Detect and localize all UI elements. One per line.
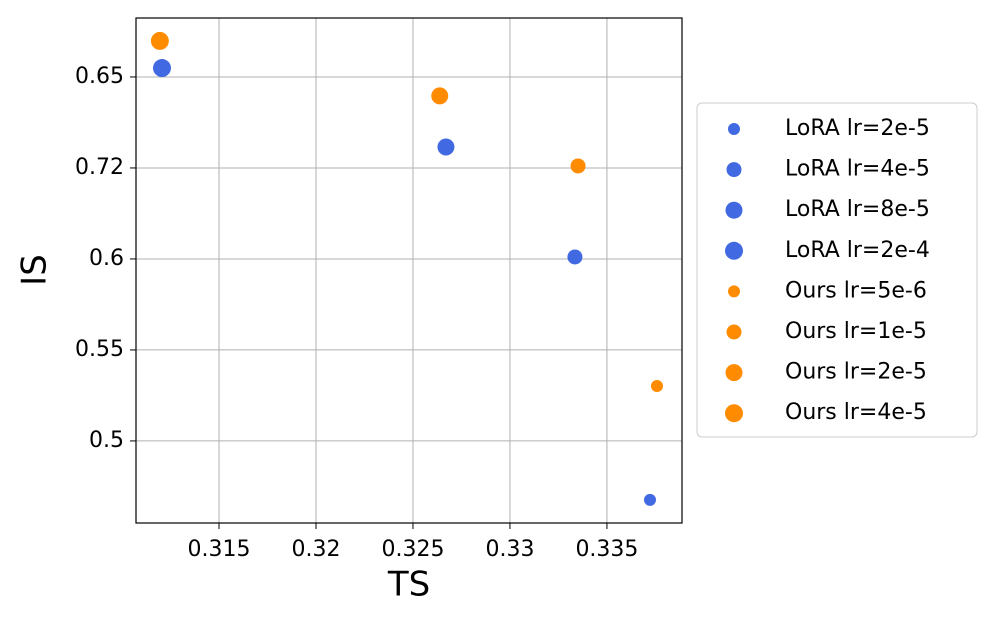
point	[570, 158, 586, 174]
x-tick-label: 0.325	[381, 537, 444, 562]
legend-label: LoRA lr=2e-4	[785, 238, 930, 263]
legend-label: Ours lr=2e-5	[785, 360, 927, 385]
x-tick-label: 0.33	[485, 537, 534, 562]
legend-marker	[726, 324, 742, 340]
legend-label: Ours lr=1e-5	[785, 319, 927, 344]
legend-label: Ours lr=4e-5	[785, 400, 927, 425]
y-tick-label: 0.65	[75, 64, 124, 89]
y-tick-label: 0.55	[75, 337, 124, 362]
legend-marker	[725, 241, 743, 260]
point	[152, 59, 171, 78]
point	[437, 138, 455, 156]
legend-marker	[725, 201, 743, 219]
legend-marker	[726, 162, 742, 178]
legend-marker	[725, 404, 743, 423]
legend-label: LoRA lr=2e-5	[785, 116, 930, 141]
legend-marker	[725, 364, 743, 382]
legend-label: Ours lr=5e-6	[785, 278, 927, 303]
y-tick-label: 0.6	[89, 246, 124, 271]
legend-label: LoRA lr=8e-5	[785, 197, 930, 222]
point	[150, 31, 169, 50]
y-tick-label: 0.5	[89, 428, 124, 453]
legend-marker	[728, 123, 740, 135]
point	[650, 379, 663, 392]
x-tick-label: 0.32	[292, 537, 341, 562]
point	[431, 87, 449, 105]
point	[643, 493, 656, 506]
plot-frame	[135, 17, 683, 524]
legend-label: LoRA lr=4e-5	[785, 157, 930, 182]
legend-marker	[728, 285, 740, 298]
x-tick-label: 0.335	[575, 537, 638, 562]
point	[567, 249, 583, 265]
x-tick-label: 0.315	[188, 537, 251, 562]
legend-box	[696, 102, 978, 438]
y-tick-label: 0.72	[75, 155, 124, 180]
x-axis-label: TS	[387, 565, 430, 605]
y-axis-label: IS	[15, 254, 55, 286]
